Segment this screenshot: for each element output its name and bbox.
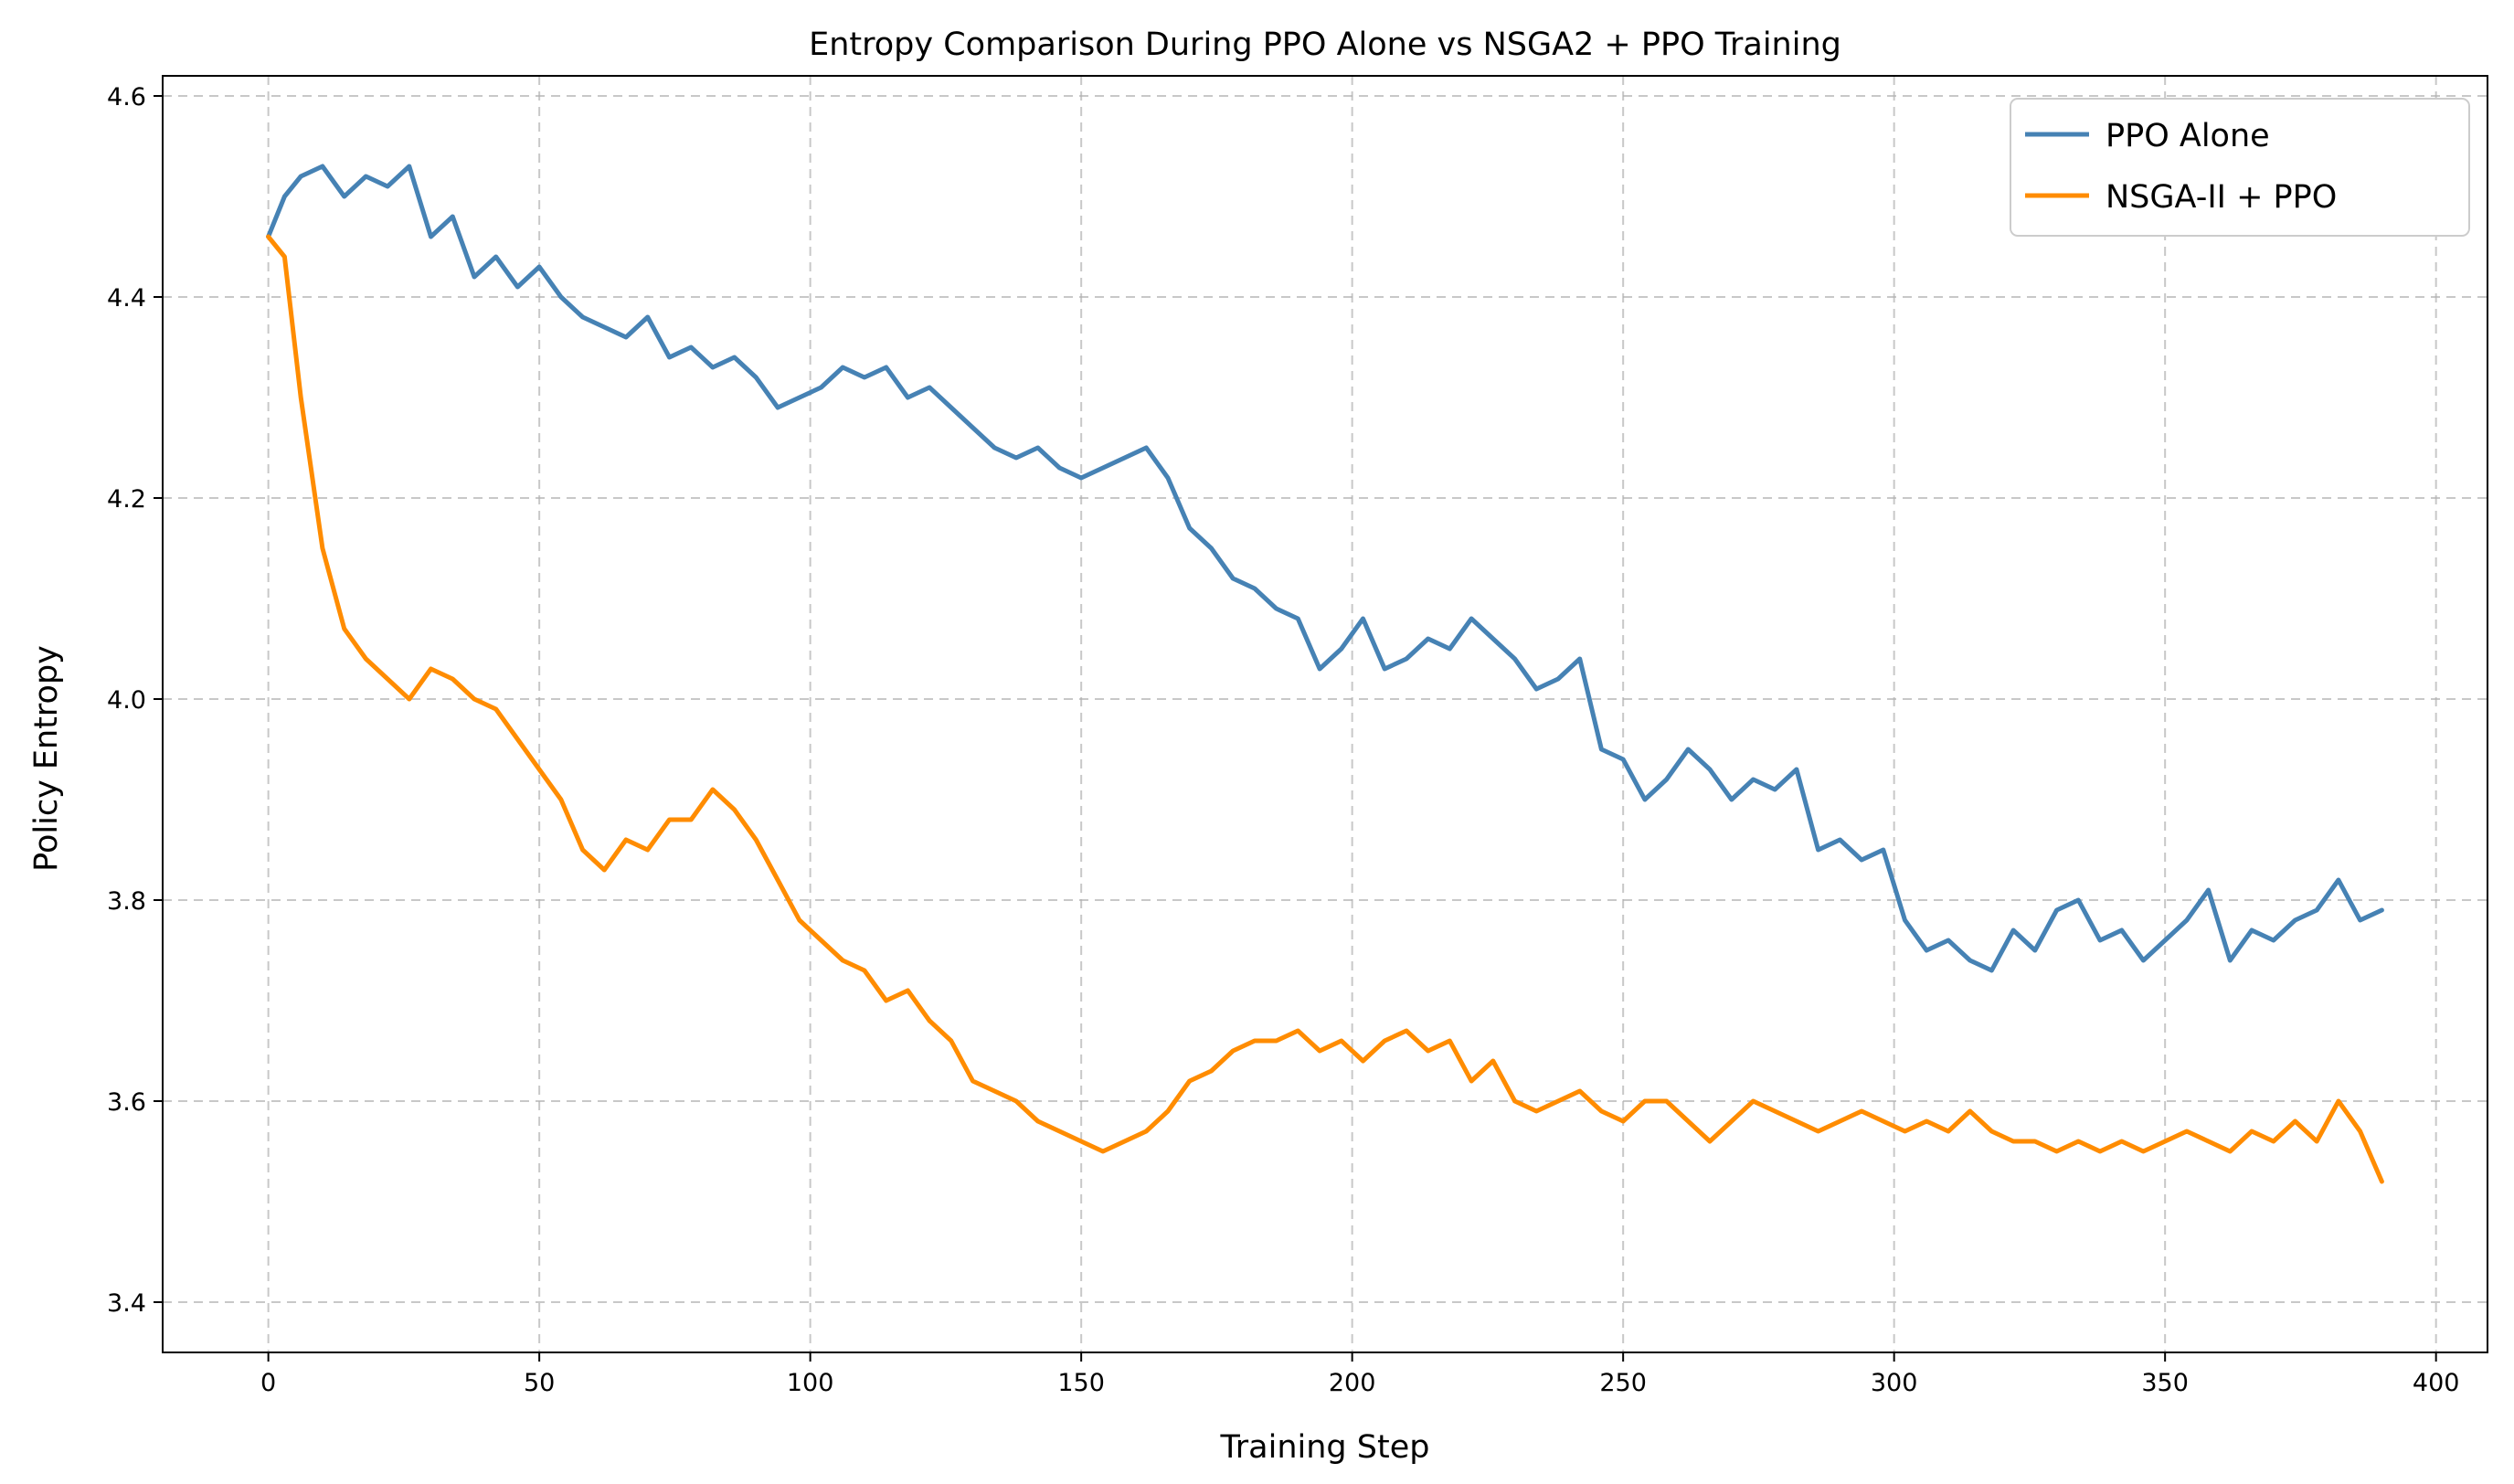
x-tick-label: 50 (524, 1369, 555, 1397)
y-tick-label: 4.4 (107, 284, 146, 313)
x-axis-title: Training Step (1220, 1429, 1430, 1466)
series-layer (266, 164, 2384, 1184)
y-tick-label: 4.6 (107, 83, 146, 111)
x-tick-label: 300 (1871, 1369, 1918, 1397)
legend-label-ppo-alone: PPO Alone (2106, 118, 2270, 154)
y-axis-title: Policy Entropy (28, 645, 65, 872)
x-tick-label: 350 (2141, 1369, 2189, 1397)
plot-frame (162, 75, 2488, 1353)
chart-title: Entropy Comparison During PPO Alone vs N… (809, 26, 1841, 63)
legend: PPO Alone NSGA-II + PPO (2010, 98, 2470, 237)
y-tick-label: 3.6 (107, 1088, 146, 1117)
x-tick-label: 0 (260, 1369, 276, 1397)
series-line-ppo-alone (266, 164, 2384, 973)
axis-ticks: 0 50 100 150 200 250 300 350 400 3.4 3.6 3.8 4.0 4.2 4… (107, 83, 2459, 1397)
x-tick-label: 400 (2413, 1369, 2460, 1397)
y-tick-label: 4.0 (107, 686, 146, 715)
x-tick-label: 150 (1057, 1369, 1105, 1397)
legend-box (2010, 98, 2470, 237)
x-tick-label: 100 (787, 1369, 834, 1397)
x-tick-label: 250 (1599, 1369, 1647, 1397)
legend-label-nsga-ppo: NSGA-II + PPO (2106, 179, 2337, 216)
series-line-nsga-ppo (266, 234, 2384, 1184)
y-tick-label: 4.2 (107, 485, 146, 514)
x-tick-label: 200 (1329, 1369, 1376, 1397)
y-tick-label: 3.4 (107, 1289, 146, 1318)
y-tick-label: 3.8 (107, 887, 146, 916)
